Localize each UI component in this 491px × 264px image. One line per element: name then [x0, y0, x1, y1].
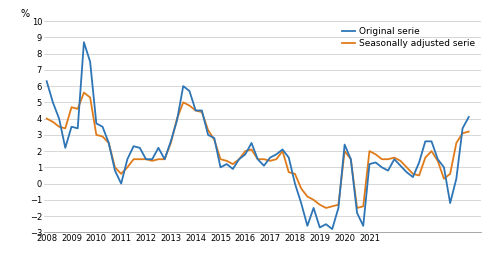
Original serie — [329, 228, 335, 231]
Text: %: % — [20, 9, 29, 19]
Seasonally adjusted serie — [75, 107, 81, 110]
Original serie — [118, 182, 124, 185]
Seasonally adjusted serie — [292, 172, 298, 175]
Line: Seasonally adjusted serie: Seasonally adjusted serie — [47, 93, 469, 208]
Seasonally adjusted serie — [466, 130, 472, 133]
Line: Original serie: Original serie — [47, 42, 469, 229]
Legend: Original serie, Seasonally adjusted serie: Original serie, Seasonally adjusted seri… — [340, 26, 477, 50]
Original serie — [81, 41, 87, 44]
Original serie — [466, 115, 472, 119]
Original serie — [75, 127, 81, 130]
Original serie — [44, 80, 50, 83]
Original serie — [379, 166, 385, 169]
Seasonally adjusted serie — [379, 158, 385, 161]
Original serie — [292, 182, 298, 185]
Seasonally adjusted serie — [81, 91, 87, 94]
Original serie — [460, 127, 465, 130]
Seasonally adjusted serie — [131, 158, 136, 161]
Seasonally adjusted serie — [118, 172, 124, 175]
Seasonally adjusted serie — [323, 206, 329, 210]
Original serie — [131, 145, 136, 148]
Seasonally adjusted serie — [460, 132, 465, 135]
Seasonally adjusted serie — [44, 117, 50, 120]
